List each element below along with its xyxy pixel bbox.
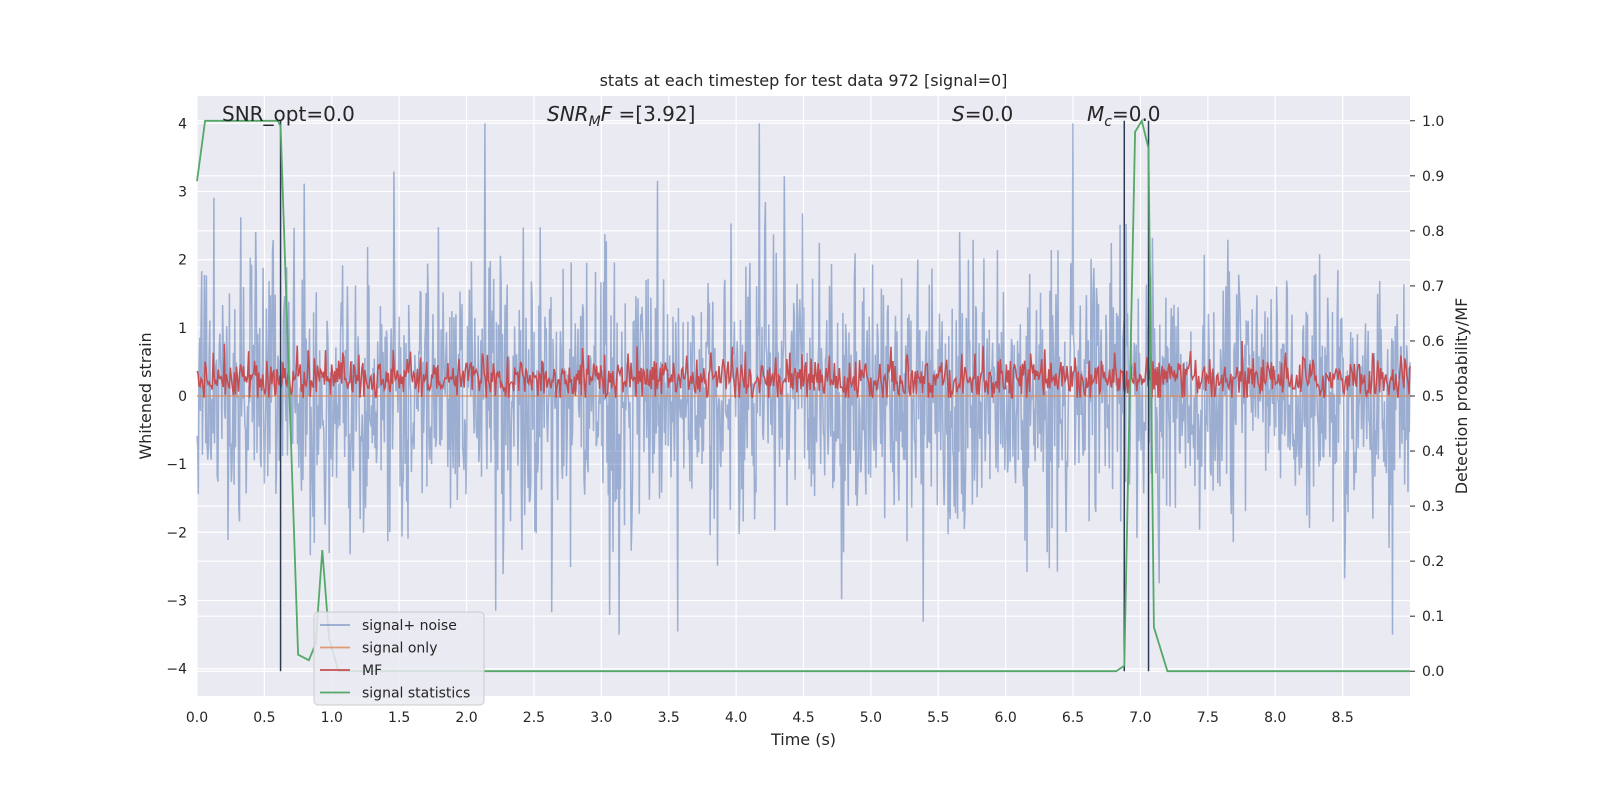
- y-left-tick-label: 1: [178, 321, 187, 337]
- x-tick-label: 7.5: [1197, 710, 1219, 726]
- y-right-tick-label: 1.0: [1422, 114, 1444, 130]
- x-axis-label: Time (s): [770, 730, 836, 749]
- x-tick-label: 6.0: [995, 710, 1017, 726]
- x-tick-label: 0.5: [253, 710, 275, 726]
- y-left-tick-label: −1: [166, 457, 187, 473]
- y-right-tick-label: 0.5: [1422, 389, 1444, 405]
- x-tick-label: 7.0: [1129, 710, 1151, 726]
- y-right-tick-label: 0.7: [1422, 279, 1444, 295]
- y-right-axis-label: Detection probability/MF: [1452, 298, 1471, 495]
- noise-line: [196, 123, 1411, 635]
- annotation-mc: Mc=0.0: [1087, 102, 1161, 130]
- legend-label: signal only: [362, 641, 437, 657]
- y-left-tick-label: 3: [178, 184, 187, 200]
- annotations: SNR_opt=0.0 SNRMF =[3.92] S=0.0 Mc=0.0: [222, 102, 1161, 130]
- x-tick-label: 3.5: [658, 710, 680, 726]
- x-tick-labels: 0.0 0.5 1.0 1.5 2.0 2.5 3.0 3.5 4.0 4.5 5.0 5.5 6.0 6…: [186, 710, 1354, 726]
- mc-base: M: [1087, 102, 1104, 126]
- y-right-tick-label: 0.3: [1422, 499, 1444, 515]
- x-tick-label: 6.5: [1062, 710, 1084, 726]
- x-tick-label: 8.0: [1264, 710, 1286, 726]
- s-rest: =0.0: [965, 102, 1014, 126]
- x-tick-label: 5.0: [860, 710, 882, 726]
- x-tick-label: 2.5: [523, 710, 545, 726]
- y-right-tick-label: 0.9: [1422, 169, 1444, 185]
- y-left-tick-label: −4: [166, 662, 187, 678]
- x-tick-label: 4.0: [725, 710, 747, 726]
- legend-box: [313, 611, 485, 706]
- snr-mf-base: SNR: [547, 102, 589, 126]
- chart-title: stats at each timestep for test data 972…: [600, 71, 1008, 90]
- y-right-tick-label: 0.8: [1422, 224, 1444, 240]
- mc-sub: c: [1104, 114, 1112, 130]
- plot-area: [196, 96, 1411, 696]
- snr-mf-rest-f: F: [601, 102, 613, 126]
- snr-mf-sub: M: [589, 114, 601, 130]
- y-left-tick-labels: 4 3 2 1 0 −1 −2 −3 −4: [166, 116, 187, 677]
- x-tick-label: 8.5: [1331, 710, 1353, 726]
- mf-line: [196, 340, 1411, 400]
- x-tick-label: 1.5: [388, 710, 410, 726]
- y-right-tick-label: 0.4: [1422, 444, 1444, 460]
- annotation-snr-mf: SNRMF =[3.92]: [547, 102, 695, 130]
- legend-label: MF: [362, 663, 382, 679]
- y-left-tick-label: −3: [166, 594, 187, 610]
- y-right-tick-label: 0.1: [1422, 609, 1444, 625]
- legend: signal+ noise signal only MF signal statist…: [313, 611, 485, 706]
- y-left-axis-label: Whitened strain: [136, 332, 155, 459]
- s-base: S: [952, 102, 965, 126]
- legend-label: signal statistics: [362, 686, 470, 702]
- y-left-tick-label: 4: [178, 116, 187, 132]
- legend-label: signal+ noise: [362, 618, 457, 634]
- x-tick-label: 3.0: [590, 710, 612, 726]
- snr-mf-rest-value: =[3.92]: [619, 102, 696, 126]
- annotation-snr-opt: SNR_opt=0.0: [222, 102, 355, 126]
- x-tick-label: 5.5: [927, 710, 949, 726]
- y-left-tick-label: −2: [166, 525, 187, 541]
- y-left-tick-label: 0: [178, 389, 187, 405]
- y-right-tick-labels: 1.0 0.9 0.8 0.7 0.6 0.5 0.4 0.3 0.2 0.1 0.0: [1410, 114, 1444, 680]
- x-tick-label: 2.0: [455, 710, 477, 726]
- x-tick-label: 0.0: [186, 710, 208, 726]
- x-tick-label: 1.0: [321, 710, 343, 726]
- x-tick-label: 4.5: [792, 710, 814, 726]
- y-right-tick-label: 0.6: [1422, 334, 1444, 350]
- y-right-tick-label: 0.2: [1422, 554, 1444, 570]
- series-mf: [196, 340, 1411, 400]
- y-left-tick-label: 2: [178, 253, 187, 269]
- mc-rest: =0.0: [1112, 102, 1161, 126]
- y-right-tick-label: 0.0: [1422, 664, 1444, 680]
- series-signal-noise: [196, 123, 1411, 635]
- annotation-s: S=0.0: [952, 102, 1013, 126]
